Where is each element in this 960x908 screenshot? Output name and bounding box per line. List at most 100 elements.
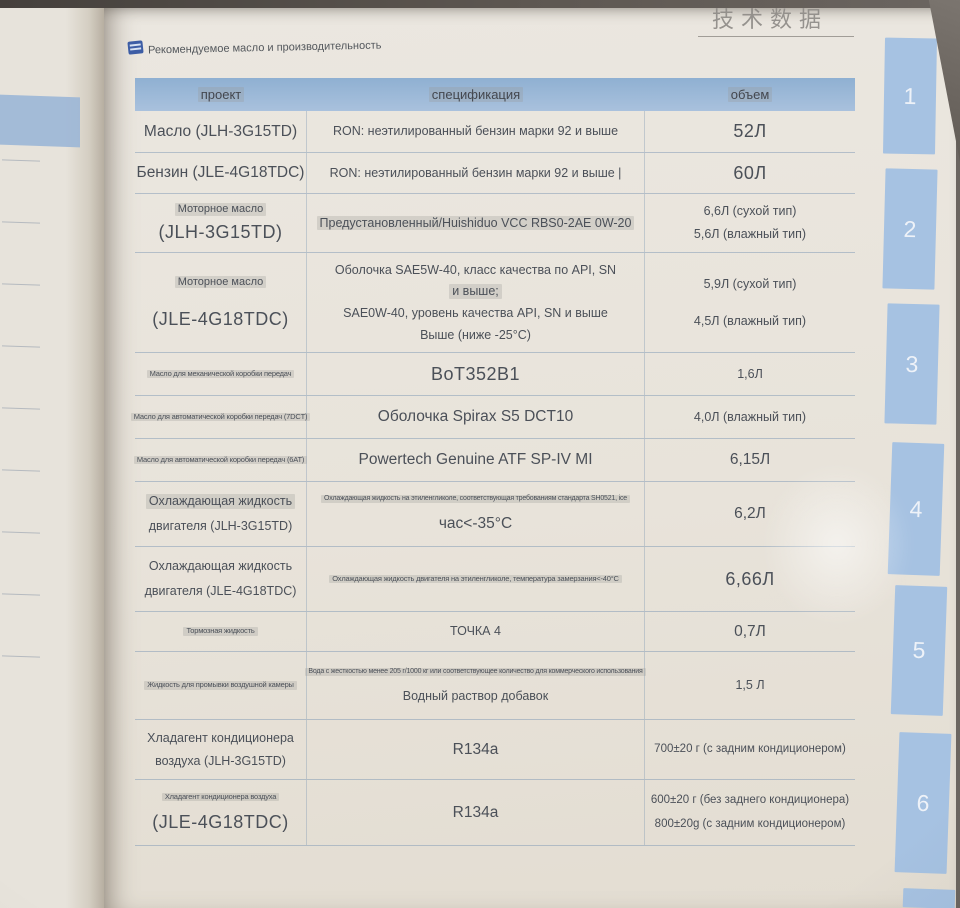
cell-text: 52Л (733, 121, 767, 142)
cell-text: Хладагент кондиционера (147, 730, 294, 745)
cell-text: 4,0Л (влажный тип) (693, 409, 807, 424)
volume-cell: 6,2Л (645, 482, 855, 546)
item-name-cell: Жидкость для промывки воздушной камеры (135, 652, 307, 719)
previous-page-header-band (0, 94, 80, 148)
cell-text: 6,66Л (725, 568, 775, 589)
cell-text: 5,9Л (сухой тип) (703, 277, 797, 292)
cell-text: R134a (452, 740, 499, 758)
table-row: Охлаждающая жидкость двигателя (JLH-3G15T… (135, 482, 855, 547)
cell-text: Охлаждающая жидкость на этиленгликоле, с… (321, 495, 630, 504)
cell-text: Моторное масло (174, 202, 267, 216)
spec-cell: RON: неэтилированный бензин марки 92 и в… (307, 153, 645, 193)
table-row: Моторное масло (JLH-3G15TD) Предустановлен… (135, 194, 855, 253)
ruled-line (1, 469, 41, 472)
cell-text: RON: неэтилированный бензин марки 92 и в… (329, 165, 622, 180)
volume-cell: 6,15Л (645, 439, 855, 481)
item-name-cell: Моторное масло (JLE-4G18TDC) (135, 253, 307, 352)
ruled-line (1, 407, 41, 410)
item-name-cell: Масло для механической коробки передач (135, 353, 307, 395)
spec-cell: BoT352B1 (307, 353, 645, 395)
item-name-cell: Масло для автоматической коробки передач… (133, 439, 308, 481)
cell-text: 700±20 г (с задним кондиционером) (654, 742, 846, 755)
cell-text: Масло для автоматической коробки передач… (130, 412, 311, 422)
side-tab: 5 (890, 585, 948, 716)
cell-text: Масло для автоматической коробки передач… (133, 455, 308, 465)
side-tab: 3 (884, 303, 940, 425)
cell-text: (JLE-4G18TDC) (152, 308, 289, 329)
oil-can-icon (127, 40, 144, 55)
table-row: Моторное масло (JLE-4G18TDC) Оболочка SAE5… (135, 253, 855, 353)
cell-text: 6,15Л (729, 451, 771, 469)
header-cell-spec: спецификация (307, 87, 645, 102)
chinese-section-header: 技术数据 (712, 7, 829, 32)
cell-text: час<-35°C (438, 514, 513, 532)
spec-cell: Предустановленный/Huishiduo VCC RBS0-2AE… (307, 194, 645, 252)
side-tab-number: 4 (909, 495, 923, 522)
side-tab-number: 3 (905, 350, 919, 377)
item-name-cell: Моторное масло (JLH-3G15TD) (135, 194, 307, 252)
cell-text: Водный раствор добавок (402, 689, 549, 704)
cell-text: двигателя (JLE-4G18TDC) (144, 584, 297, 599)
header-label: проект (197, 87, 245, 102)
table-row: Бензин (JLE-4G18TDC) RON: неэтилированный… (135, 153, 855, 194)
previous-page-edge (0, 8, 106, 908)
item-name-cell: Масло (JLH-3G15TD) (135, 111, 307, 152)
cell-text: Охлаждающая жидкость (145, 494, 296, 509)
spec-cell: Powertech Genuine ATF SP-IV MI (307, 439, 645, 481)
ruled-line (1, 531, 41, 534)
volume-cell: 60Л (645, 153, 855, 193)
volume-cell: 5,9Л (сухой тип) 4,5Л (влажный тип) (645, 253, 855, 352)
header-rule (698, 36, 854, 37)
table-header-row: проект спецификация объем (135, 78, 855, 111)
side-tab: 4 (887, 442, 945, 576)
side-tab (902, 888, 956, 908)
cell-text: Оболочка Spirax S5 DCT10 (377, 408, 574, 426)
header-label: объем (727, 87, 773, 102)
cell-text: (JLH-3G15TD) (158, 222, 283, 243)
cell-text: 1,5 Л (735, 678, 765, 693)
table-row: Жидкость для промывки воздушной камеры Во… (135, 652, 855, 720)
cell-text: 60Л (733, 162, 767, 183)
side-tab-number: 5 (912, 636, 926, 664)
spec-cell: Оболочка SAE5W-40, класс качества по API… (307, 253, 645, 352)
item-name-cell: Масло для автоматической коробки передач… (130, 396, 311, 438)
cell-text: 0,7Л (734, 622, 766, 640)
cell-text: двигателя (JLH-3G15TD) (148, 519, 293, 534)
table-body: Масло (JLH-3G15TD) RON: неэтилированный б… (130, 111, 855, 846)
cell-text: Тормозная жидкость (183, 627, 258, 636)
cell-text: Бензин (JLE-4G18TDC) (136, 164, 305, 182)
capacity-table: проект спецификация объем Масло (JLH-3G1… (130, 78, 855, 846)
cell-text: 1,6Л (737, 366, 763, 381)
cell-text: ТОЧКА 4 (450, 624, 501, 639)
cell-text: Вода с жесткостью менее 205 г/1000 кг ил… (305, 667, 646, 676)
cell-text: Оболочка SAE5W-40, класс качества по API… (334, 262, 617, 277)
ruled-line (1, 593, 41, 596)
spec-cell: ТОЧКА 4 (307, 612, 645, 651)
spec-cell: Охлаждающая жидкость двигателя на этилен… (307, 547, 645, 611)
cell-text: Масло (JLH-3G15TD) (143, 122, 298, 140)
side-tab: 2 (882, 168, 938, 290)
header-cell-item: проект (135, 87, 307, 102)
spec-cell: Вода с жесткостью менее 205 г/1000 кг ил… (305, 652, 646, 719)
cell-text: 5,6Л (влажный тип) (693, 227, 807, 242)
ruled-line (1, 221, 41, 224)
spec-cell: RON: неэтилированный бензин марки 92 и в… (307, 111, 645, 152)
volume-cell: 4,0Л (влажный тип) (645, 396, 855, 438)
table-row: Хладагент кондиционера воздуха (JLH-3G15T… (135, 720, 855, 780)
cell-text: 800±20g (с задним кондиционером) (654, 818, 846, 831)
manual-page: 技术数据 Рекомендуемое масло и производитель… (104, 7, 956, 908)
table-row: Масло для механической коробки передач Bo… (135, 353, 855, 396)
spec-cell: Охлаждающая жидкость на этиленгликоле, с… (307, 482, 645, 546)
cell-text: (JLE-4G18TDC) (152, 811, 289, 832)
table-row: Масло для автоматической коробки передач… (130, 396, 855, 439)
cell-text: Выше (ниже -25°C) (420, 328, 531, 343)
volume-cell: 6,66Л (645, 547, 855, 611)
cell-text: 4,5Л (влажный тип) (693, 313, 807, 328)
table-row: Масло для автоматической коробки передач… (133, 439, 855, 482)
cell-text: Моторное масло (174, 275, 267, 289)
cell-text: SAE0W-40, уровень качества API, SN и выш… (343, 306, 608, 321)
volume-cell: 6,6Л (сухой тип) 5,6Л (влажный тип) (645, 194, 855, 252)
spec-cell: R134a (307, 720, 645, 779)
cell-text: воздуха (JLH-3G15TD) (155, 753, 286, 768)
